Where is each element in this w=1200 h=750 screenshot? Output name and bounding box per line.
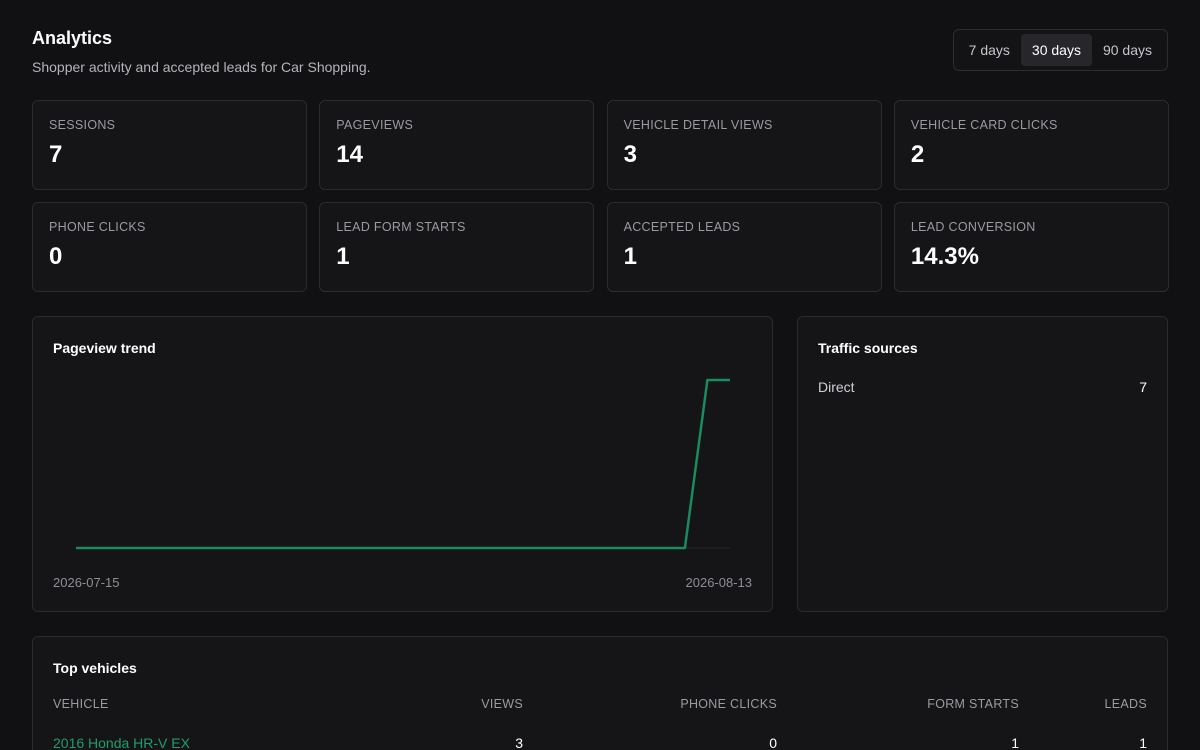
metric-label: PHONE CLICKS <box>49 220 146 234</box>
metric-card-lead-form-starts: LEAD FORM STARTS 1 <box>319 202 595 292</box>
metric-label: VEHICLE DETAIL VIEWS <box>623 118 773 132</box>
metric-card-vehicle-detail-views: VEHICLE DETAIL VIEWS 3 <box>606 100 882 190</box>
vehicle-leads-value: 1 <box>1139 735 1147 750</box>
metric-card-accepted-leads: ACCEPTED LEADS 1 <box>606 202 882 292</box>
pageview-trend-chart <box>76 378 730 550</box>
top-vehicles-panel: Top vehicles VEHICLE VIEWS PHONE CLICKS … <box>32 636 1168 750</box>
table-header: VEHICLE VIEWS PHONE CLICKS FORM STARTS L… <box>53 697 1147 715</box>
traffic-source-row: Direct 7 <box>818 379 1147 395</box>
vehicle-phone-clicks-value: 0 <box>769 735 777 750</box>
table-row: 2016 Honda HR-V EX 3 0 1 1 <box>53 735 1147 750</box>
pageview-series-line <box>76 378 730 550</box>
metric-card-phone-clicks: PHONE CLICKS 0 <box>32 202 307 292</box>
x-axis-end-label: 2026-08-13 <box>685 575 753 590</box>
x-axis-start-label: 2026-07-15 <box>53 575 120 590</box>
page-header: Analytics Shopper activity and accepted … <box>32 28 371 75</box>
metric-value: 7 <box>49 141 63 168</box>
vehicle-form-starts-value: 1 <box>1011 735 1019 750</box>
column-header-views: VIEWS <box>481 697 523 711</box>
traffic-source-count: 7 <box>1139 379 1147 395</box>
column-header-leads: LEADS <box>1104 697 1147 711</box>
range-90-days-button[interactable]: 90 days <box>1102 42 1152 58</box>
column-header-form-starts: FORM STARTS <box>927 697 1019 711</box>
range-30-days-button[interactable]: 30 days <box>1020 34 1092 66</box>
metric-label: SESSIONS <box>49 118 116 132</box>
metric-label: ACCEPTED LEADS <box>623 220 741 234</box>
metrics-grid: SESSIONS 7 PAGEVIEWS 14 VEHICLE DETAIL V… <box>32 100 1169 292</box>
metric-value: 1 <box>623 243 637 270</box>
pageview-trend-panel: Pageview trend 2026-07-15 2026-08-13 <box>32 316 773 612</box>
metric-label: LEAD CONVERSION <box>910 220 1036 234</box>
metric-value: 0 <box>49 243 63 270</box>
date-range-selector: 7 days 30 days 90 days <box>952 29 1168 71</box>
range-7-days-button[interactable]: 7 days <box>968 42 1010 58</box>
vehicle-link[interactable]: 2016 Honda HR-V EX <box>53 735 190 750</box>
metric-card-vehicle-card-clicks: VEHICLE CARD CLICKS 2 <box>893 100 1169 190</box>
metric-value: 14.3% <box>910 243 979 270</box>
metric-label: LEAD FORM STARTS <box>336 220 466 234</box>
metric-label: VEHICLE CARD CLICKS <box>910 118 1058 132</box>
metric-card-lead-conversion: LEAD CONVERSION 14.3% <box>893 202 1169 292</box>
traffic-sources-title: Traffic sources <box>818 340 918 356</box>
page-subtitle: Shopper activity and accepted leads for … <box>32 59 371 75</box>
metric-value: 2 <box>910 141 925 168</box>
metric-card-pageviews: PAGEVIEWS 14 <box>319 100 595 190</box>
column-header-vehicle: VEHICLE <box>53 697 109 711</box>
page-title: Analytics <box>32 28 113 48</box>
traffic-source-name: Direct <box>818 379 855 395</box>
metric-card-sessions: SESSIONS 7 <box>32 100 307 190</box>
traffic-sources-panel: Traffic sources Direct 7 <box>797 316 1168 612</box>
metric-label: PAGEVIEWS <box>336 118 414 132</box>
metric-value: 3 <box>623 141 637 168</box>
pageview-trend-title: Pageview trend <box>53 340 156 356</box>
column-header-phone-clicks: PHONE CLICKS <box>680 697 777 711</box>
vehicle-views-value: 3 <box>515 735 523 750</box>
metric-value: 1 <box>336 243 350 270</box>
top-vehicles-title: Top vehicles <box>53 660 137 676</box>
metric-value: 14 <box>336 141 363 168</box>
